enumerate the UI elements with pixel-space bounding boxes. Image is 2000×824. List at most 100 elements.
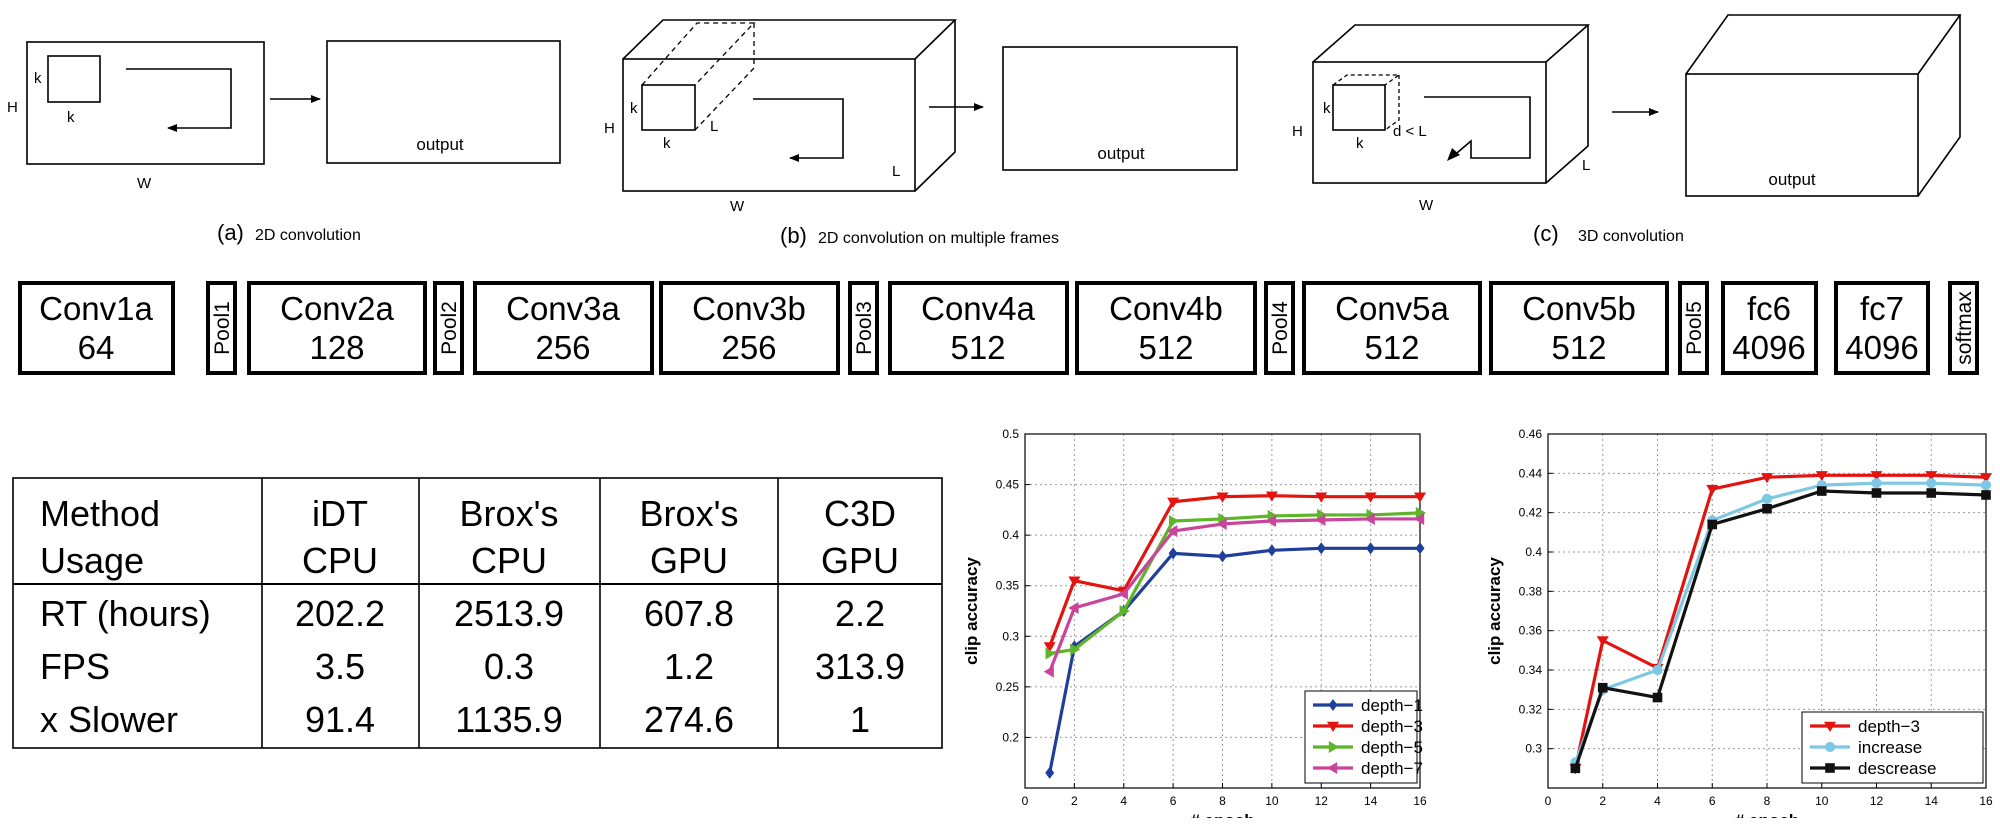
data-point [1045,766,1055,779]
label-k-horizontal: k [67,109,75,126]
conv3a-filters: 256 [535,329,590,366]
slide-path-arrow [1424,96,1531,159]
legend-label: descrease [1858,759,1936,778]
x-tick-label: 0 [1022,794,1029,808]
table-border [12,477,943,749]
y-axis-label: clip accuracy [1485,557,1504,665]
diagram-2d-convolution: k k H W output (a) 2D convolution [7,40,561,245]
cell-value: 274.6 [644,699,734,740]
label-h: H [7,99,18,116]
conv4b-filters: 512 [1138,329,1193,366]
x-tick-label: 16 [1413,794,1427,808]
cell-value: 2513.9 [454,593,564,634]
cell-value: 607.8 [644,593,734,634]
data-point [1926,488,1937,498]
legend-marker [1824,721,1836,732]
conv3a-name: Conv3a [506,290,620,327]
pool3-label: Pool3 [853,301,876,355]
output-map [326,40,561,164]
conv5a-name: Conv5a [1335,290,1449,327]
data-point [1168,514,1180,527]
data-point [1315,492,1328,503]
x-tick-label: 6 [1170,794,1177,808]
data-point [1761,473,1773,484]
data-point [1652,664,1663,676]
cell-value: 202.2 [295,593,385,634]
header-idt-usage: CPU [302,540,378,581]
conv5b-name: Conv5b [1522,290,1636,327]
slide-arrowhead [1447,148,1460,161]
legend-marker [1328,699,1338,711]
fc6-filters: 4096 [1732,329,1805,366]
y-tick-label: 0.3 [1002,629,1019,643]
data-point [1216,518,1227,531]
y-tick-label: 0.3 [1525,742,1542,756]
data-point [1980,473,1992,484]
data-point [1815,471,1828,482]
data-point [1068,601,1079,614]
y-tick-label: 0.5 [1002,427,1019,441]
label-k-vertical: k [1323,100,1331,117]
x-tick-label: 10 [1265,794,1279,808]
data-point [1816,486,1827,496]
data-point [1415,542,1425,555]
y-tick-label: 0.4 [1525,545,1542,559]
label-h: H [1292,123,1303,140]
data-point [1414,512,1425,525]
layer-conv3b [659,281,840,375]
x-tick-label: 12 [1315,794,1329,808]
layer-fc7 [1834,281,1930,375]
slide-path-arrow [126,68,232,132]
slide-path-arrow [753,98,844,162]
series-depth-3 [1043,491,1426,653]
label-h: H [604,120,615,137]
data-point [1981,490,1991,500]
kernel-front [1332,84,1386,131]
data-point [1043,642,1056,653]
conv4b-name: Conv4b [1109,290,1223,327]
y-tick-label: 0.46 [1519,427,1543,441]
conv5b-filters: 512 [1551,329,1606,366]
conv3b-name: Conv3b [692,290,806,327]
x-tick-label: 12 [1870,794,1884,808]
x-tick-label: 0 [1545,794,1552,808]
data-point [1045,647,1056,660]
legend-label: depth−1 [1361,696,1423,715]
x-tick-label: 2 [1599,794,1606,808]
header-idt: iDT [312,493,368,534]
c3d-architecture: Conv1a 64 Pool1 Conv2a 128 Pool2 Conv3a … [18,281,1979,375]
diagram-3d-convolution: k k d < L H W L output (c) 3D convolutio… [1292,14,1962,246]
volume-side [914,20,956,192]
header-brox-gpu-usage: GPU [650,540,728,581]
data-point [1216,492,1229,503]
x-tick-label: 2 [1071,794,1078,808]
data-point [1415,506,1426,519]
series-line [1048,517,1420,673]
header-brox-gpu: Brox's [640,493,739,534]
cell-value: 1135.9 [455,699,562,740]
layer-softmax [1948,281,1979,375]
y-tick-label: 0.42 [1519,506,1543,520]
output-label: output [1097,144,1145,163]
layer-conv5a [1302,281,1482,375]
header-brox-cpu: Brox's [460,493,559,534]
conv2a-filters: 128 [309,329,364,366]
caption-text: 2D convolution [255,227,361,244]
output-front [1685,73,1919,197]
conv1a-filters: 64 [78,329,115,366]
output-label: output [416,135,464,154]
pool4-label: Pool4 [1269,301,1292,355]
kernel-dashed-side [1384,75,1400,131]
layer-pool4 [1264,281,1295,375]
label-d: d < L [1393,123,1427,140]
data-point [1925,471,1938,482]
data-point [1117,587,1128,600]
data-point [1652,692,1663,703]
data-point [1043,665,1054,678]
data-point [1167,497,1180,508]
output-map [1002,46,1238,171]
convolution-diagrams: k k H W output (a) 2D convolution k k L … [7,14,1962,248]
legend-marker [1824,741,1836,753]
data-point [1364,512,1375,525]
row-label-fps: FPS [40,646,110,687]
